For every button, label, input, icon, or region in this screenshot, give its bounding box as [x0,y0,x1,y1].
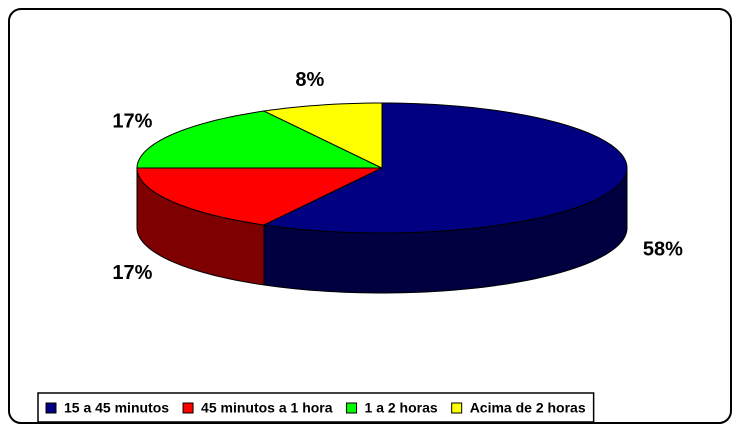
legend [37,392,595,423]
pie-slice [136,110,383,169]
legend-label: 1 a 2 horas [365,400,438,416]
legend-swatch [346,402,358,414]
data-label: 17% [112,110,152,132]
legend-label: 45 minutos a 1 hora [201,400,333,416]
pie-slice [262,102,383,169]
data-label: 8% [295,69,324,91]
legend-label: 15 a 45 minutos [64,400,169,416]
legend-swatch [182,402,194,414]
data-label: 58% [643,239,683,261]
legend-swatch [451,402,463,414]
legend-swatch [45,402,57,414]
data-label: 17% [112,262,152,284]
pie: 58% 17% 17% 8% [112,69,683,294]
pie-slice [262,102,628,234]
pie-slice [136,167,383,226]
legend-label: Acima de 2 horas [470,400,586,416]
